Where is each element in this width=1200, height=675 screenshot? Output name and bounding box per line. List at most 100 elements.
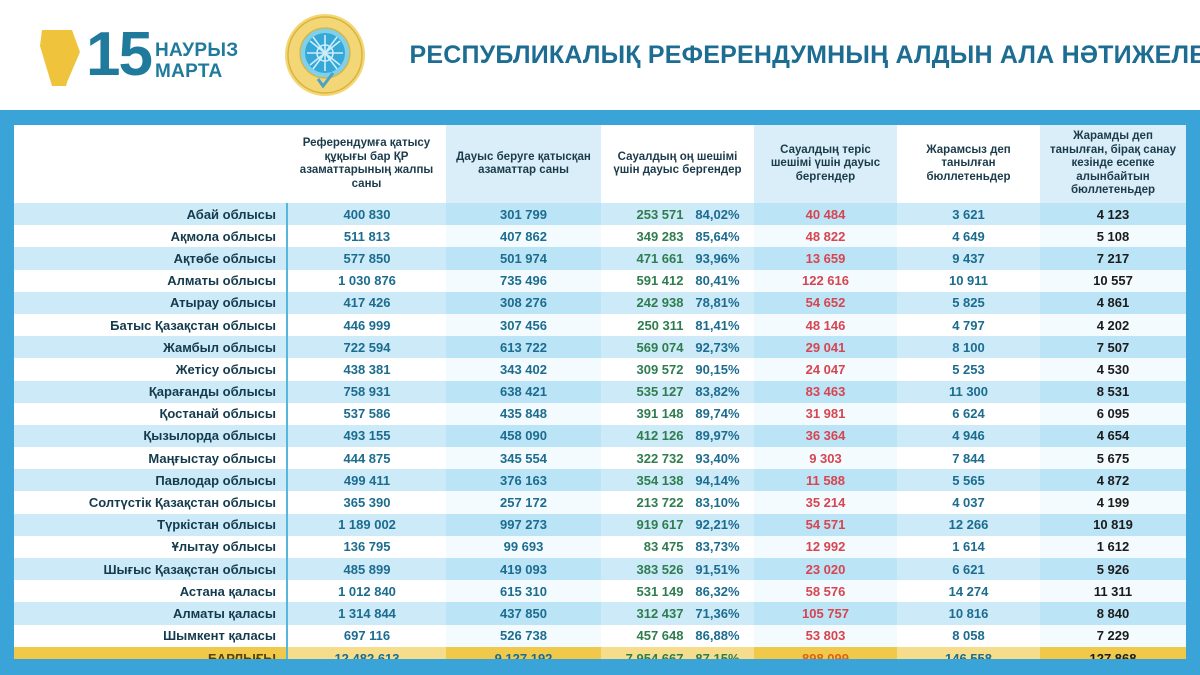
cell-yes-group: 471 661 93,96% — [601, 247, 754, 270]
cell-voted: 376 163 — [446, 469, 601, 492]
cell-invalid: 3 621 — [897, 203, 1040, 226]
cell-region: Ақмола облысы — [14, 225, 288, 248]
cell-eligible: 1 012 840 — [287, 580, 446, 603]
cell-region: Шығыс Қазақстан облысы — [14, 558, 288, 581]
table-total-row: БАРЛЫҒЫ 12 482 613 9 127 192 7 954 667 87,15… — [14, 646, 1186, 659]
cell-notcounted: 10 557 — [1040, 269, 1186, 292]
results-table-frame: Референдумға қатысу құқығы бар ҚР азамат… — [0, 113, 1200, 675]
cell-no: 29 041 — [754, 336, 897, 359]
table-row: Абай облысы 400 830 301 799 253 571 84,02% 40… — [14, 203, 1186, 226]
cell-yes-group: 312 437 71,36% — [601, 602, 754, 625]
cell-invalid: 8 100 — [897, 336, 1040, 359]
cell-yes-percent: 86,32% — [695, 583, 740, 599]
cell-yes-group: 83 475 83,73% — [601, 535, 754, 558]
cell-invalid: 7 844 — [897, 447, 1040, 470]
table-row: Маңғыстау облысы 444 875 345 554 322 732 93,… — [14, 447, 1186, 470]
total-voted: 9 127 192 — [446, 646, 601, 659]
cell-yes-percent: 84,02% — [695, 206, 740, 222]
cell-invalid: 4 797 — [897, 313, 1040, 337]
column-header-voted: Дауыс беруге қатысқан азаматтар саны — [446, 125, 601, 203]
cell-yes: 535 127 — [636, 384, 684, 400]
total-yes: 7 954 667 — [625, 651, 684, 659]
cell-yes-group: 391 148 89,74% — [601, 402, 754, 425]
table-header-row: Референдумға қатысу құқығы бар ҚР азамат… — [14, 125, 1186, 203]
cell-voted: 458 090 — [446, 424, 601, 448]
cell-no: 9 303 — [754, 447, 897, 470]
cell-eligible: 136 795 — [287, 535, 446, 558]
cell-yes-percent: 86,88% — [695, 628, 740, 644]
cell-yes-group: 412 126 89,97% — [601, 424, 754, 448]
cell-eligible: 499 411 — [287, 469, 446, 492]
cell-eligible: 1 189 002 — [287, 513, 446, 536]
cell-invalid: 14 274 — [897, 580, 1040, 603]
cell-invalid: 1 614 — [897, 535, 1040, 558]
cell-invalid: 4 037 — [897, 491, 1040, 514]
cell-region: Шымкент қаласы — [14, 624, 288, 647]
cell-notcounted: 7 229 — [1040, 624, 1186, 647]
cell-yes: 383 526 — [636, 561, 684, 577]
cell-yes-percent: 91,51% — [695, 561, 740, 577]
cell-yes-percent: 94,14% — [695, 472, 740, 488]
table-row: Солтүстік Қазақстан облысы 365 390 257 172… — [14, 491, 1186, 514]
cell-region: Ақтөбе облысы — [14, 247, 288, 270]
cell-yes-percent: 89,74% — [695, 406, 740, 422]
table-row: Шығыс Қазақстан облысы 485 899 419 093 383 … — [14, 558, 1186, 581]
column-header-no: Сауалдың теріс шешімі үшін дауыс бергенд… — [754, 125, 897, 203]
cell-yes-percent: 90,15% — [695, 361, 740, 377]
cell-notcounted: 8 840 — [1040, 602, 1186, 625]
cell-voted: 307 456 — [446, 313, 601, 337]
cell-notcounted: 7 217 — [1040, 247, 1186, 270]
cell-no: 54 571 — [754, 513, 897, 536]
cell-notcounted: 4 872 — [1040, 469, 1186, 492]
cell-invalid: 12 266 — [897, 513, 1040, 536]
cell-eligible: 511 813 — [287, 225, 446, 248]
logo-line-kz: НАУРЫЗ — [154, 40, 239, 61]
cell-yes: 250 311 — [637, 317, 684, 333]
table-row: Павлодар облысы 499 411 376 163 354 138 94,1… — [14, 469, 1186, 492]
cell-yes-percent: 71,36% — [695, 605, 740, 621]
table-row: Астана қаласы 1 012 840 615 310 531 149 86,3… — [14, 580, 1186, 603]
cell-region: Батыс Қазақстан облысы — [14, 313, 288, 337]
cell-yes-group: 591 412 80,41% — [601, 269, 754, 292]
results-table-wrap: Референдумға қатысу құқығы бар ҚР азамат… — [14, 125, 1186, 659]
cell-yes-group: 383 526 91,51% — [601, 558, 754, 581]
logo-line-ru: МАРТА — [154, 61, 223, 82]
cell-yes-group: 242 938 78,81% — [601, 291, 754, 314]
column-header-yes: Сауалдың оң шешімі үшін дауыс бергендер — [601, 125, 754, 203]
table-row: Қарағанды облысы 758 931 638 421 535 127 83,… — [14, 380, 1186, 403]
page-title: РЕСПУБЛИКАЛЫҚ РЕФЕРЕНДУМНЫҢ АЛДЫН АЛА НӘ… — [409, 40, 1200, 69]
cell-no: 35 214 — [754, 491, 897, 514]
cell-yes-group: 250 311 81,41% — [601, 313, 754, 337]
cell-region: Қызылорда облысы — [14, 424, 288, 448]
cell-yes: 242 938 — [636, 295, 684, 311]
cell-voted: 308 276 — [446, 291, 601, 314]
column-header-invalid: Жарамсыз деп танылған бюллетеньдер — [897, 125, 1040, 203]
cell-no: 105 757 — [754, 602, 897, 625]
cell-notcounted: 4 202 — [1040, 313, 1186, 337]
cell-yes-percent: 78,81% — [695, 295, 740, 311]
cell-voted: 301 799 — [446, 203, 601, 226]
cell-no: 36 364 — [754, 424, 897, 448]
cell-yes-percent: 83,73% — [695, 539, 740, 555]
cell-yes: 312 437 — [636, 605, 684, 621]
cell-invalid: 8 058 — [897, 624, 1040, 647]
cell-yes: 531 149 — [636, 583, 684, 599]
cell-notcounted: 4 654 — [1040, 424, 1186, 448]
total-label: БАРЛЫҒЫ — [14, 646, 288, 659]
cell-region: Абай облысы — [14, 203, 288, 226]
cell-yes-group: 919 617 92,21% — [601, 513, 754, 536]
cell-yes-percent: 85,64% — [695, 228, 740, 244]
cell-yes: 569 074 — [636, 339, 684, 355]
cell-notcounted: 1 612 — [1040, 535, 1186, 558]
cell-eligible: 1 030 876 — [287, 269, 446, 292]
table-row: Қызылорда облысы 493 155 458 090 412 126 89,… — [14, 424, 1186, 448]
cell-notcounted: 5 675 — [1040, 447, 1186, 470]
cell-yes-percent: 80,41% — [695, 273, 740, 289]
cell-yes-group: 253 571 84,02% — [601, 203, 754, 226]
cell-region: Астана қаласы — [14, 580, 288, 603]
cell-yes: 471 661 — [636, 250, 684, 266]
total-notcounted: 127 868 — [1040, 646, 1186, 659]
cell-notcounted: 7 507 — [1040, 336, 1186, 359]
cell-invalid: 6 621 — [897, 558, 1040, 581]
cell-eligible: 722 594 — [287, 336, 446, 359]
